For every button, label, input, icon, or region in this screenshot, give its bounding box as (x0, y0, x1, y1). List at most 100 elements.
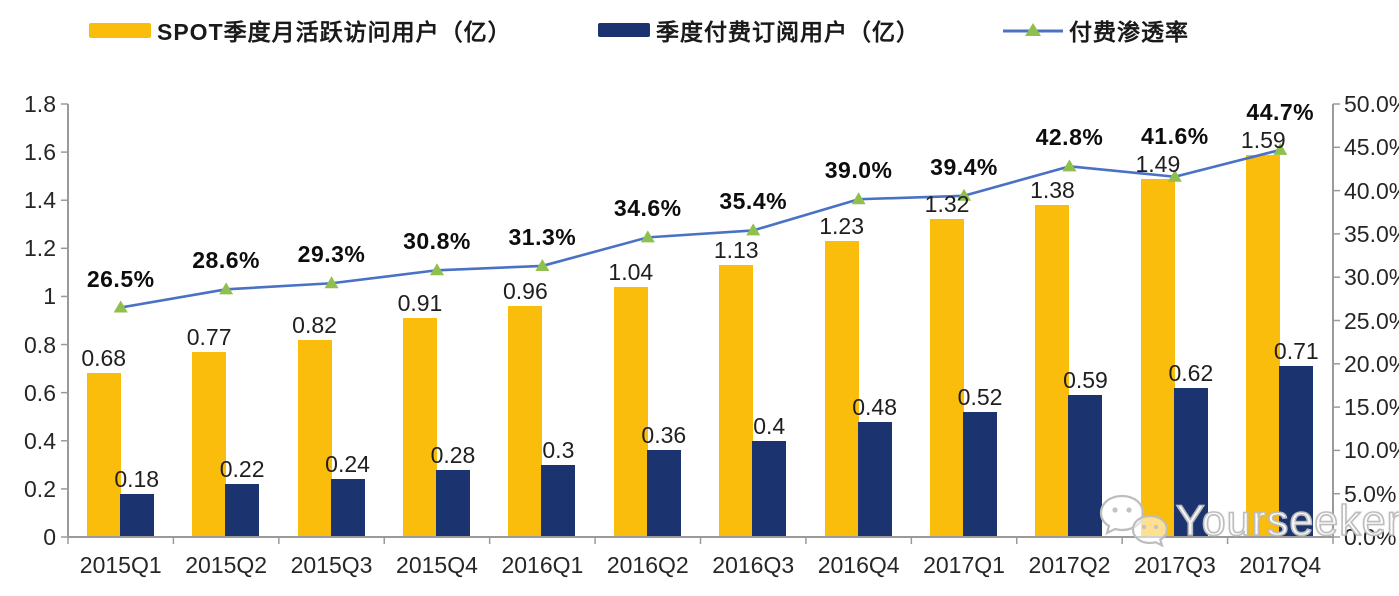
left-axis-tick-label: 0.4 (24, 427, 56, 454)
mau-bar (824, 241, 859, 537)
mau-bar (402, 318, 437, 537)
penetration-marker-icon (429, 263, 444, 276)
legend-item-subscribers: 季度付费订阅用户（亿） (598, 16, 920, 45)
left-axis-tick-label: 1.4 (24, 187, 56, 214)
penetration-percent-label: 30.8% (403, 228, 471, 255)
penetration-line (120, 148, 1281, 309)
watermark: Yourseeker (1098, 492, 1399, 550)
mau-bar (1035, 205, 1070, 537)
left-axis-tick-label: 1.6 (24, 139, 56, 166)
right-axis-tick-label: 25.0% (1344, 307, 1399, 334)
penetration-percent-label: 44.7% (1246, 98, 1315, 125)
x-axis-category-label: 2017Q4 (1239, 552, 1322, 578)
subscribers-value-label: 0.24 (325, 451, 370, 478)
legend-item-penetration: 付费渗透率 (1003, 16, 1189, 45)
mau-value-label: 1.59 (1240, 126, 1286, 153)
mau-value-label: 1.13 (713, 237, 759, 264)
penetration-marker-icon (1062, 159, 1077, 172)
x-axis-category-label: 2016Q1 (501, 552, 584, 578)
subscribers-value-label: 0.62 (1168, 359, 1214, 386)
mau-value-label: 0.77 (186, 323, 232, 350)
subscribers-value-label: 0.59 (1063, 367, 1108, 394)
subscribers-legend-label: 季度付费订阅用户（亿） (656, 19, 920, 45)
subscribers-value-label: 0.52 (957, 383, 1003, 410)
subscribers-bar (857, 421, 892, 537)
subscribers-legend-swatch (598, 23, 650, 37)
right-axis-tick-label: 5.0% (1344, 480, 1397, 507)
mau-value-label: 0.82 (292, 311, 337, 338)
penetration-percent-label: 26.5% (86, 265, 155, 292)
right-axis-tick-label: 50.0% (1344, 91, 1399, 117)
subscribers-value-label: 0.18 (114, 465, 160, 492)
mau-bar (719, 265, 754, 537)
subscribers-bar (646, 450, 681, 537)
mau-value-label: 0.68 (81, 345, 127, 372)
penetration-percent-label: 39.4% (930, 153, 998, 180)
subscribers-value-label: 0.22 (219, 456, 265, 483)
mau-value-label: 0.96 (502, 278, 548, 305)
penetration-marker-icon (957, 188, 972, 201)
x-axis-category-label: 2017Q2 (1028, 552, 1111, 578)
subscribers-value-label: 0.48 (852, 393, 898, 420)
left-axis-tick-label: 0 (43, 524, 56, 550)
left-axis-tick-label: 0.2 (24, 475, 56, 502)
mau-bar (192, 351, 227, 537)
mau-value-label: 1.04 (608, 258, 654, 285)
watermark-text: Yourseeker (1175, 496, 1399, 546)
penetration-percent-label: 28.6% (192, 247, 260, 274)
subscribers-bar (119, 493, 154, 537)
penetration-percent-label: 34.6% (613, 195, 682, 222)
penetration-percent-label: 39.0% (824, 157, 893, 184)
mau-bar (1246, 154, 1281, 537)
right-axis-tick-label: 10.0% (1344, 437, 1399, 464)
mau-value-label: 1.38 (1030, 177, 1075, 204)
subscribers-bar (1068, 395, 1103, 537)
mau-bar (297, 339, 332, 537)
x-axis-category-label: 2015Q1 (79, 552, 162, 578)
subscribers-bar (1173, 387, 1208, 537)
left-axis-tick-label: 1.8 (24, 91, 56, 117)
mau-value-label: 1.23 (819, 213, 865, 240)
right-axis-tick-label: 45.0% (1344, 134, 1399, 161)
mau-bar (1140, 178, 1175, 537)
penetration-marker-icon (1273, 142, 1288, 155)
x-axis-category-label: 2015Q3 (290, 552, 373, 578)
right-axis-tick-label: 40.0% (1344, 177, 1399, 204)
right-axis-tick-label: 15.0% (1344, 394, 1399, 421)
subscribers-value-label: 0.71 (1273, 338, 1319, 365)
left-axis-tick-label: 1.2 (24, 235, 56, 262)
subscribers-bar (541, 464, 576, 537)
x-axis-category-label: 2015Q4 (396, 552, 478, 578)
x-axis-category-label: 2016Q3 (712, 552, 795, 578)
penetration-percent-label: 41.6% (1141, 122, 1209, 149)
right-axis-tick-label: 0.0% (1344, 524, 1397, 550)
x-axis-category-label: 2016Q4 (817, 552, 900, 578)
mau-legend-swatch (89, 22, 151, 38)
penetration-percent-label: 35.4% (719, 188, 788, 215)
mau-bar (930, 219, 965, 537)
mau-value-label: 1.32 (924, 191, 970, 218)
subscribers-bar (963, 411, 998, 537)
penetration-marker-icon (219, 282, 234, 295)
penetration-legend-label: 付费渗透率 (1069, 19, 1189, 45)
left-axis-tick-label: 0.6 (24, 379, 56, 406)
penetration-percent-label: 42.8% (1035, 124, 1104, 151)
mau-legend-label: SPOT季度月活跃访问用户（亿） (157, 19, 512, 45)
penetration-marker-icon (640, 230, 655, 243)
subscribers-bar (1279, 366, 1314, 537)
subscribers-bar (752, 440, 787, 537)
subscribers-value-label: 0.28 (430, 441, 476, 468)
left-axis-tick-label: 1 (43, 283, 56, 310)
mau-value-label: 1.49 (1135, 150, 1181, 177)
penetration-marker-icon (324, 276, 339, 289)
penetration-marker-icon (1167, 169, 1182, 182)
x-axis-category-label: 2017Q3 (1133, 552, 1216, 578)
penetration-percent-label: 29.3% (297, 241, 366, 268)
subscribers-value-label: 0.3 (542, 436, 575, 463)
right-axis-tick-label: 30.0% (1344, 264, 1399, 291)
penetration-marker-icon (113, 300, 128, 313)
right-axis-tick-label: 20.0% (1344, 350, 1399, 377)
